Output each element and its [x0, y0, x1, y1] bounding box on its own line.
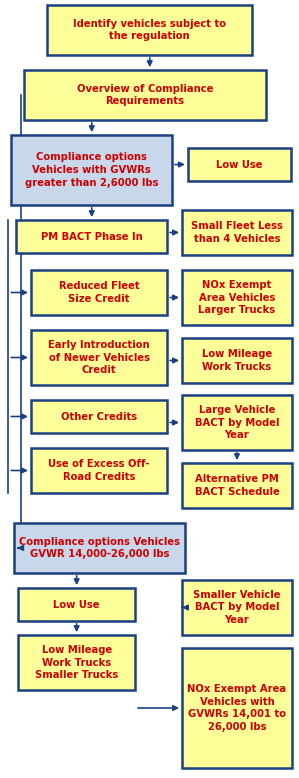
Text: Small Fleet Less
than 4 Vehicles: Small Fleet Less than 4 Vehicles: [191, 221, 283, 244]
FancyBboxPatch shape: [182, 210, 292, 255]
FancyBboxPatch shape: [18, 588, 135, 621]
FancyBboxPatch shape: [24, 70, 266, 120]
Text: Low Use: Low Use: [54, 600, 100, 609]
FancyBboxPatch shape: [16, 220, 167, 253]
FancyBboxPatch shape: [11, 135, 172, 205]
FancyBboxPatch shape: [31, 270, 167, 315]
FancyBboxPatch shape: [31, 448, 167, 493]
Text: Compliance options
Vehicles with GVWRs
greater than 2,6000 lbs: Compliance options Vehicles with GVWRs g…: [25, 152, 158, 187]
FancyBboxPatch shape: [18, 635, 135, 690]
Text: Use of Excess Off-
Road Credits: Use of Excess Off- Road Credits: [48, 459, 150, 482]
FancyBboxPatch shape: [182, 338, 292, 383]
FancyBboxPatch shape: [182, 463, 292, 508]
Text: NOx Exempt Area
Vehicles with
GVWRs 14,001 to
26,000 lbs: NOx Exempt Area Vehicles with GVWRs 14,0…: [187, 684, 286, 732]
Text: PM BACT Phase In: PM BACT Phase In: [41, 232, 143, 241]
Text: Identify vehicles subject to
the regulation: Identify vehicles subject to the regulat…: [73, 19, 226, 41]
FancyBboxPatch shape: [48, 5, 252, 55]
Text: Early Introduction
of Newer Vehicles
Credit: Early Introduction of Newer Vehicles Cre…: [48, 340, 150, 375]
Text: Smaller Vehicle
BACT by Model
Year: Smaller Vehicle BACT by Model Year: [193, 590, 281, 626]
FancyBboxPatch shape: [14, 523, 185, 573]
Text: Low Mileage
Work Trucks: Low Mileage Work Trucks: [202, 349, 272, 372]
FancyBboxPatch shape: [182, 648, 292, 768]
FancyBboxPatch shape: [31, 400, 167, 433]
Text: NOx Exempt
Area Vehicles
Larger Trucks: NOx Exempt Area Vehicles Larger Trucks: [199, 280, 276, 315]
Text: Reduced Fleet
Size Credit: Reduced Fleet Size Credit: [59, 281, 139, 304]
Text: Low Use: Low Use: [216, 159, 263, 170]
FancyBboxPatch shape: [31, 330, 167, 385]
Text: Alternative PM
BACT Schedule: Alternative PM BACT Schedule: [195, 474, 279, 497]
FancyBboxPatch shape: [188, 148, 291, 181]
Text: Overview of Compliance
Requirements: Overview of Compliance Requirements: [77, 83, 213, 107]
FancyBboxPatch shape: [182, 580, 292, 635]
FancyBboxPatch shape: [182, 395, 292, 450]
Text: Compliance options Vehicles
GVWR 14,000-26,000 lbs: Compliance options Vehicles GVWR 14,000-…: [19, 537, 180, 559]
Text: Other Credits: Other Credits: [61, 412, 137, 422]
Text: Low Mileage
Work Trucks
Smaller Trucks: Low Mileage Work Trucks Smaller Trucks: [35, 645, 118, 680]
FancyBboxPatch shape: [182, 270, 292, 325]
Text: Large Vehicle
BACT by Model
Year: Large Vehicle BACT by Model Year: [195, 405, 279, 440]
